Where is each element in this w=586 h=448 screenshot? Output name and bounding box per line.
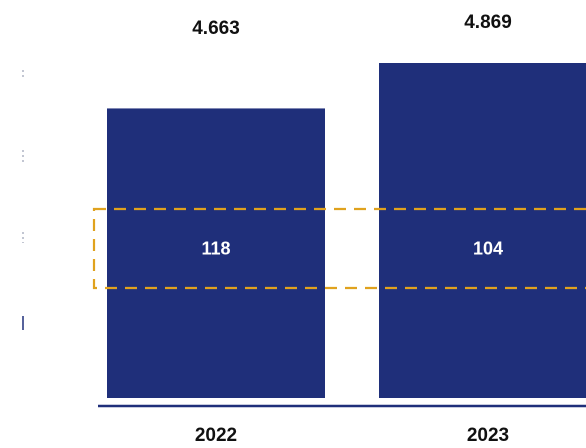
x-tick-label-2022: 2022 — [195, 425, 237, 446]
segment-value-label-2022: 118 — [201, 239, 230, 259]
bar-2023 — [379, 63, 586, 398]
highlight-dashed-box — [92, 207, 586, 290]
bars-group — [107, 63, 586, 398]
bar-2022 — [107, 108, 325, 398]
bar-total-label-2023: 4.869 — [464, 12, 512, 33]
labels-group: 4.663 118 2022 4.869 104 2023 — [192, 12, 512, 446]
x-tick-label-2023: 2023 — [467, 425, 509, 446]
bar-total-label-2022: 4.663 — [192, 18, 240, 39]
segment-value-label-2023: 104 — [473, 239, 503, 259]
